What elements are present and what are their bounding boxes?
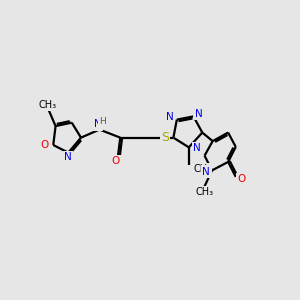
Text: N: N: [64, 152, 72, 162]
Text: N: N: [195, 109, 203, 118]
Text: CH₃: CH₃: [195, 188, 213, 197]
Text: O: O: [112, 156, 120, 166]
Text: S: S: [161, 131, 169, 144]
Text: O: O: [238, 174, 246, 184]
Text: CH₃: CH₃: [193, 164, 211, 174]
Text: N: N: [94, 119, 102, 130]
Text: N: N: [202, 167, 210, 177]
Text: O: O: [41, 140, 49, 150]
Text: N: N: [166, 112, 174, 122]
Text: H: H: [99, 117, 106, 126]
Text: N: N: [193, 143, 201, 154]
Text: CH₃: CH₃: [38, 100, 57, 110]
